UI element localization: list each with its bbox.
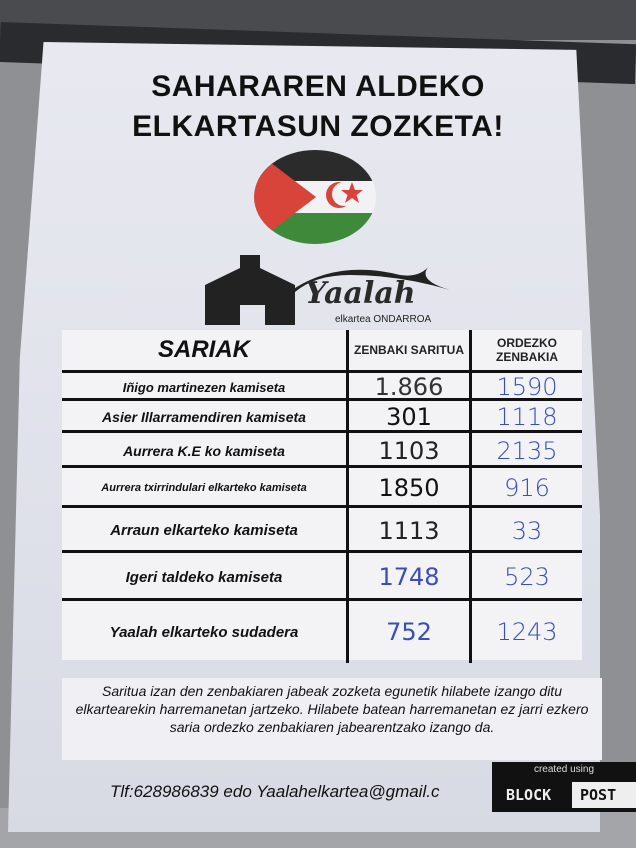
prize-table: SARIAK ZENBAKI SARITUA ORDEZKO ZENBAKIA … xyxy=(62,330,582,663)
prize-name: Iñigo martinezen kamiseta xyxy=(122,379,286,395)
logo-name: Yaalah xyxy=(305,276,416,311)
table-header: SARIAK ZENBAKI SARITUA ORDEZKO ZENBAKIA xyxy=(62,330,582,370)
prize-name: Igeri taldeko kamiseta xyxy=(125,568,283,586)
contact-info: Tlf:628986839 edo Yaalahelkartea@gmail.c xyxy=(110,782,440,801)
poster-title-line1: SAHARAREN ALDEKO xyxy=(151,70,485,103)
crescent-icon xyxy=(326,182,356,208)
logo-subtitle: elkartea ONDARROA xyxy=(335,314,432,325)
winning-number: 752 xyxy=(346,601,469,663)
substitute-number: 1590 xyxy=(469,373,582,401)
prize-name: Aurrera K.E ko kamiseta xyxy=(123,442,285,459)
table-row: Yaalah elkarteko sudadera 752 1243 xyxy=(62,598,582,663)
watermark-block: BLOCK xyxy=(506,786,552,804)
star-icon xyxy=(341,182,363,203)
table-row: Arraun elkarteko kamiseta 1113 33 xyxy=(62,505,582,553)
prize-name: Arraun elkarteko kamiseta xyxy=(110,522,298,539)
watermark-created: created using xyxy=(533,764,595,775)
header-substitute-number: ORDEZKO ZENBAKIA xyxy=(469,330,582,370)
house-logo-icon xyxy=(205,255,450,325)
poster-title-line2: ELKARTASUN ZOZKETA! xyxy=(132,110,504,143)
table-row: Igeri taldeko kamiseta 1748 523 xyxy=(62,550,582,601)
winning-number: 1748 xyxy=(346,553,469,601)
blockposters-watermark: created using BLOCK POST xyxy=(492,762,636,812)
winning-number: 1850 xyxy=(346,468,469,508)
table-row: Aurrera K.E ko kamiseta 1103 2135 xyxy=(62,430,582,468)
prize-name: Aurrera txirrindulari elkarteko kamiseta xyxy=(101,482,307,494)
sahrawi-flag-icon xyxy=(254,150,376,244)
substitute-number: 1118 xyxy=(469,401,582,433)
table-row: Iñigo martinezen kamiseta 1.866 1590 xyxy=(62,370,582,401)
winning-number: 301 xyxy=(346,401,469,433)
substitute-number: 523 xyxy=(469,553,582,601)
substitute-number: 2135 xyxy=(469,433,582,468)
substitute-number: 1243 xyxy=(469,601,582,663)
header-winning-number: ZENBAKI SARITUA xyxy=(346,330,469,370)
substitute-number: 33 xyxy=(469,508,582,553)
notice-text: Saritua izan den zenbakiaren jabeak zozk… xyxy=(62,678,602,760)
table-row: Aurrera txirrindulari elkarteko kamiseta… xyxy=(62,465,582,508)
substitute-number: 916 xyxy=(469,468,582,508)
winning-number: 1.866 xyxy=(346,373,469,401)
prize-name: Asier Illarramendiren kamiseta xyxy=(102,409,306,425)
watermark-posters: POST xyxy=(572,782,636,808)
winning-number: 1113 xyxy=(346,508,469,553)
winning-number: 1103 xyxy=(346,433,469,468)
table-row: Asier Illarramendiren kamiseta 301 1118 xyxy=(62,398,582,433)
header-prizes: SARIAK xyxy=(157,336,250,363)
prize-name: Yaalah elkarteko sudadera xyxy=(109,623,299,641)
